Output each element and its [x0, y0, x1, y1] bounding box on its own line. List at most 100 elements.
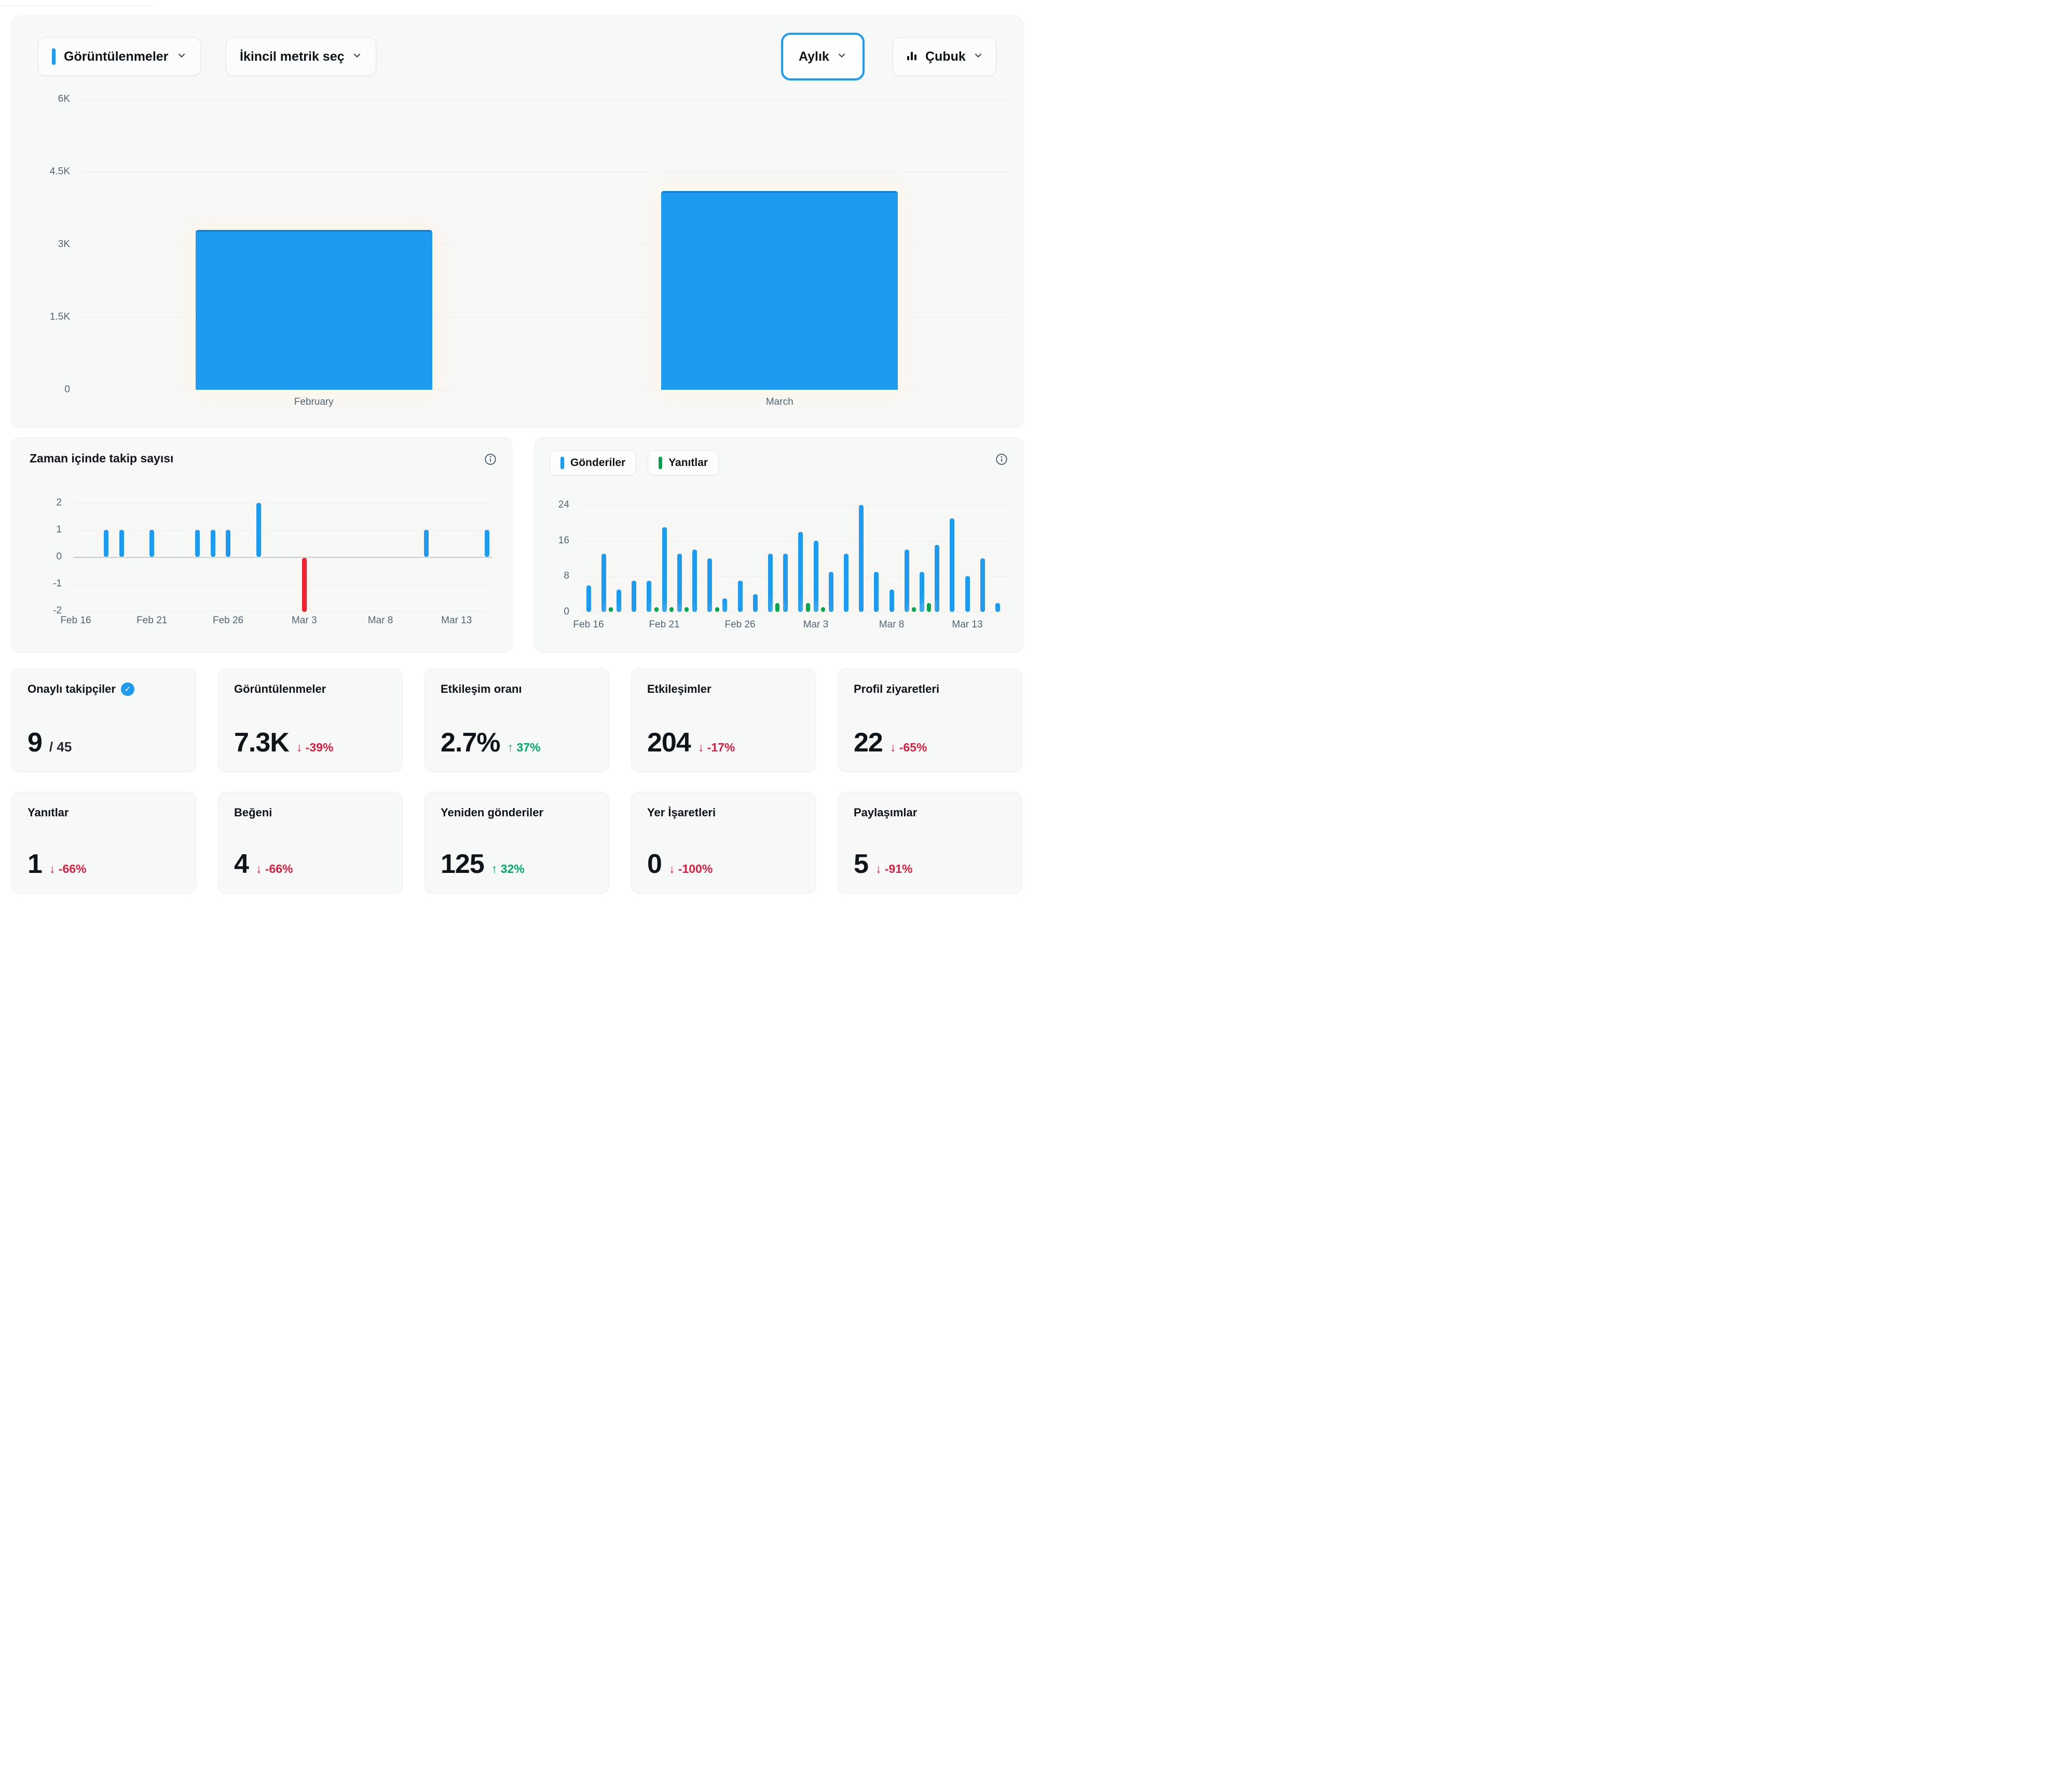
- x-axis-tick-label: Feb 21: [649, 619, 680, 630]
- replies-bar-feb-28: [775, 603, 780, 612]
- gridline: [81, 244, 1012, 245]
- replies-bar-feb-22: [685, 607, 689, 612]
- chart-legend: Gönderiler Yanıtlar: [550, 450, 719, 475]
- posts-bar-day-3: [632, 580, 637, 612]
- stat-value-suffix: / 45: [49, 739, 72, 755]
- posts-bar-day-20: [889, 590, 894, 612]
- follows-chart-title: Zaman içinde takip sayısı: [30, 452, 174, 465]
- posts-bar-day-25: [965, 576, 970, 612]
- posts-bar-day-23: [935, 545, 940, 612]
- stat-card-yer-isaretleri: Yer İşaretleri 0 ↓ -100%: [631, 792, 816, 894]
- posts-bar-day-6: [677, 554, 682, 612]
- replies-bar-mar-2: [805, 603, 810, 612]
- top-divider: [0, 5, 154, 6]
- chart-type-dropdown[interactable]: Çubuk: [893, 37, 996, 76]
- y-axis-tick-label: 0: [56, 551, 62, 562]
- legend-item-posts[interactable]: Gönderiler: [550, 450, 637, 475]
- stat-value-row: 7.3K ↓ -39%: [234, 727, 387, 758]
- stat-card-etkilesim-orani: Etkileşim oranı 2.7% ↑ 37%: [425, 668, 609, 772]
- stat-card-title: Onaylı takipçiler ✓: [28, 682, 180, 696]
- follow-gain-bar-feb-24: [195, 530, 200, 557]
- replies-bar-mar-9: [912, 607, 916, 612]
- gridline: [81, 317, 1012, 318]
- posts-bar-day-5: [662, 527, 667, 612]
- stat-value: 0: [647, 849, 662, 879]
- posts-bar-day-19: [874, 571, 879, 612]
- posts-bar-day-15: [813, 540, 818, 612]
- legend-replies-label: Yanıtlar: [668, 457, 708, 469]
- stat-value: 204: [647, 728, 691, 758]
- stat-delta-down: ↓ -100%: [668, 862, 713, 876]
- chevron-down-icon: [352, 50, 362, 63]
- follow-gain-bar-feb-28: [256, 503, 261, 557]
- replies-bar-feb-24: [715, 607, 719, 612]
- stat-label: Yer İşaretleri: [647, 806, 716, 819]
- x-axis-tick-label: February: [294, 396, 334, 407]
- period-dropdown[interactable]: Aylık: [781, 33, 865, 80]
- stat-delta-down: ↓ -17%: [697, 741, 735, 754]
- posts-bar-day-27: [995, 603, 1000, 612]
- posts-bar-day-1: [601, 554, 606, 612]
- y-axis-tick-label: 3K: [58, 239, 70, 250]
- stat-value-row: 125 ↑ 32%: [441, 849, 593, 880]
- chevron-down-icon: [176, 50, 187, 63]
- y-axis-tick-label: 0: [564, 606, 569, 617]
- y-axis-tick-label: 0: [64, 384, 70, 395]
- stat-value: 4: [234, 849, 249, 879]
- replies-bar-mar-10: [927, 603, 932, 612]
- replies-bar-feb-17: [609, 607, 613, 612]
- posts-bar-day-12: [768, 554, 773, 612]
- posts-bar-day-18: [859, 505, 864, 612]
- stat-delta-down: ↓ -65%: [889, 741, 927, 754]
- y-axis-tick-label: -1: [53, 578, 62, 589]
- posts-bar-day-14: [798, 531, 803, 612]
- secondary-metric-dropdown[interactable]: İkincil metrik seç: [226, 37, 376, 76]
- y-axis-tick-label: 16: [558, 535, 569, 546]
- stat-card-begeni: Beğeni 4 ↓ -66%: [218, 792, 403, 894]
- follow-gain-bar-feb-19: [119, 530, 124, 557]
- stat-card-title: Yeniden gönderiler: [441, 806, 593, 819]
- stat-value: 22: [854, 728, 883, 758]
- chevron-down-icon: [973, 50, 983, 63]
- stat-delta-up: ↑ 37%: [507, 741, 541, 754]
- posts-bar-day-2: [616, 590, 621, 612]
- stat-value-row: 0 ↓ -100%: [647, 849, 800, 880]
- primary-metric-dropdown[interactable]: Görüntülenmeler: [38, 37, 201, 76]
- x-axis-tick-label: Mar 8: [879, 619, 905, 630]
- stat-value-row: 2.7% ↑ 37%: [441, 727, 593, 758]
- stat-label: Görüntülenmeler: [234, 682, 326, 695]
- stat-label: Onaylı takipçiler: [28, 682, 116, 695]
- x-axis-tick-label: Mar 13: [952, 619, 983, 630]
- stat-delta-down: ↓ -91%: [875, 862, 913, 876]
- posts-bar-day-26: [980, 558, 985, 612]
- posts-bar-day-7: [692, 549, 697, 612]
- primary-metric-label: Görüntülenmeler: [64, 49, 169, 64]
- stat-value: 2.7%: [441, 728, 501, 758]
- bar-chart-icon: [906, 49, 918, 64]
- replies-bar-feb-21: [669, 607, 674, 612]
- y-axis-tick-label: 6K: [58, 93, 70, 104]
- stat-delta-down: ↓ -66%: [255, 862, 293, 876]
- info-icon[interactable]: [995, 453, 1008, 466]
- info-icon[interactable]: [484, 453, 497, 466]
- stat-card-onayli-takipciler: Onaylı takipçiler ✓ 9 / 45: [11, 668, 196, 772]
- replies-color-swatch: [659, 457, 663, 469]
- x-axis-tick-label: Feb 16: [60, 615, 91, 626]
- stat-card-title: Yanıtlar: [28, 806, 180, 819]
- chevron-down-icon: [837, 50, 847, 63]
- follows-chart-card: Zaman içinde takip sayısı 2 1 0 -1 -2 Feb 16 F…: [11, 437, 512, 652]
- verified-badge-icon: ✓: [120, 682, 134, 696]
- metric-accent-bar: [52, 48, 56, 65]
- stat-value-row: 204 ↓ -17%: [647, 727, 800, 758]
- chart-type-label: Çubuk: [925, 49, 966, 64]
- y-axis-tick-label: 1.5K: [49, 311, 70, 322]
- posts-bar-day-24: [950, 518, 955, 612]
- stat-value: 1: [28, 849, 43, 879]
- gridline: [579, 576, 1012, 577]
- legend-item-replies[interactable]: Yanıtlar: [648, 450, 719, 475]
- stat-value: 9: [28, 728, 43, 758]
- stat-card-title: Beğeni: [234, 806, 387, 819]
- x-axis-tick-label: Feb 16: [573, 619, 604, 630]
- posts-bar-day-11: [752, 594, 758, 612]
- stat-label: Etkileşimler: [647, 682, 711, 695]
